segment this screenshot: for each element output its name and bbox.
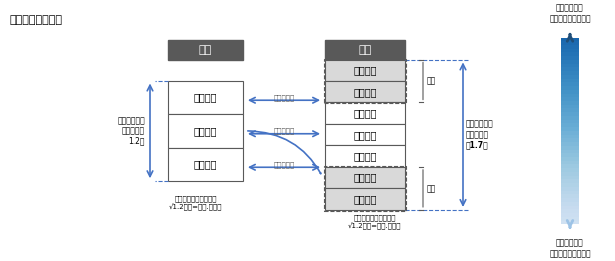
Bar (561, 221, 579, 224)
Text: 最大と最小の
料率較差は
1.2倍: 最大と最小の 料率較差は 1.2倍 (117, 116, 145, 146)
Bar (325, 103, 405, 124)
Text: 同じ保険料: 同じ保険料 (274, 161, 295, 168)
Text: 現行: 現行 (199, 45, 212, 55)
Text: クラス間の料率較差は
√1.2倍（=約１.１倍）: クラス間の料率較差は √1.2倍（=約１.１倍） (348, 215, 402, 230)
Text: クラス２: クラス２ (194, 126, 217, 136)
Bar (561, 179, 579, 183)
Text: クラス間の料率較差は
√1.2倍（=約１.１倍）: クラス間の料率較差は √1.2倍（=約１.１倍） (169, 195, 222, 211)
Text: 追加: 追加 (427, 184, 436, 193)
Bar (561, 60, 579, 64)
Bar (561, 49, 579, 52)
Bar (561, 90, 579, 93)
Bar (561, 64, 579, 67)
Bar (561, 198, 579, 202)
Bar (561, 202, 579, 206)
Bar (561, 161, 579, 164)
Bar (168, 114, 243, 148)
Bar (561, 123, 579, 127)
Bar (561, 116, 579, 120)
Text: クラス３: クラス３ (353, 151, 377, 161)
Bar (561, 105, 579, 109)
Text: リスクが低い
（＝保険料が安い）: リスクが低い （＝保険料が安い） (549, 239, 591, 258)
Bar (561, 150, 579, 153)
FancyArrowPatch shape (248, 131, 321, 174)
Text: 改定: 改定 (359, 45, 371, 55)
Bar (325, 188, 405, 210)
Bar (325, 145, 405, 167)
Bar (561, 93, 579, 97)
Bar (561, 187, 579, 191)
Text: リスクが高い
（＝保険料が高い）: リスクが高い （＝保険料が高い） (549, 4, 591, 23)
Text: クラス７: クラス７ (353, 65, 377, 75)
Bar (561, 157, 579, 161)
Bar (561, 194, 579, 198)
Bar (561, 127, 579, 131)
Bar (561, 112, 579, 116)
Text: クラス４: クラス４ (353, 130, 377, 140)
Bar (561, 52, 579, 56)
Bar (561, 56, 579, 60)
Bar (561, 71, 579, 75)
Bar (561, 45, 579, 49)
Bar (561, 138, 579, 142)
Text: 追加: 追加 (427, 76, 436, 86)
Text: クラス６: クラス６ (353, 87, 377, 97)
Bar (561, 153, 579, 157)
Text: クラス１: クラス１ (194, 159, 217, 169)
Bar (325, 81, 405, 103)
Text: クラス２: クラス２ (353, 173, 377, 183)
Bar (325, 124, 405, 145)
Text: クラス１: クラス１ (353, 194, 377, 204)
Text: 最大と最小の
料率較差は
約1.7倍: 最大と最小の 料率較差は 約1.7倍 (466, 120, 494, 150)
Bar (561, 164, 579, 168)
Bar (561, 206, 579, 209)
Bar (561, 213, 579, 217)
Bar (561, 209, 579, 213)
Bar (561, 146, 579, 150)
Bar (561, 109, 579, 112)
Bar (561, 191, 579, 194)
Bar (168, 40, 243, 60)
Bar (561, 67, 579, 71)
Bar (561, 82, 579, 86)
Bar (561, 41, 579, 45)
Bar (324, 58, 406, 103)
Bar (561, 172, 579, 176)
Text: 【改定イメージ】: 【改定イメージ】 (10, 15, 63, 26)
Bar (561, 131, 579, 135)
Bar (561, 183, 579, 187)
Bar (561, 38, 579, 41)
Bar (324, 166, 406, 211)
Bar (168, 148, 243, 181)
Bar (561, 75, 579, 79)
Bar (561, 176, 579, 179)
Bar (561, 101, 579, 105)
Bar (561, 135, 579, 138)
Bar (168, 81, 243, 114)
Bar (561, 142, 579, 146)
Bar (561, 217, 579, 221)
Bar (561, 120, 579, 123)
Bar (325, 60, 405, 81)
Bar (561, 97, 579, 101)
Bar (561, 86, 579, 90)
Text: 同じ保険料: 同じ保険料 (274, 128, 295, 134)
Text: 同じ保険料: 同じ保険料 (274, 94, 295, 101)
Bar (325, 167, 405, 188)
Text: クラス５: クラス５ (353, 108, 377, 118)
Text: クラス３: クラス３ (194, 92, 217, 102)
Bar (325, 40, 405, 60)
Bar (561, 79, 579, 82)
Bar (561, 168, 579, 172)
